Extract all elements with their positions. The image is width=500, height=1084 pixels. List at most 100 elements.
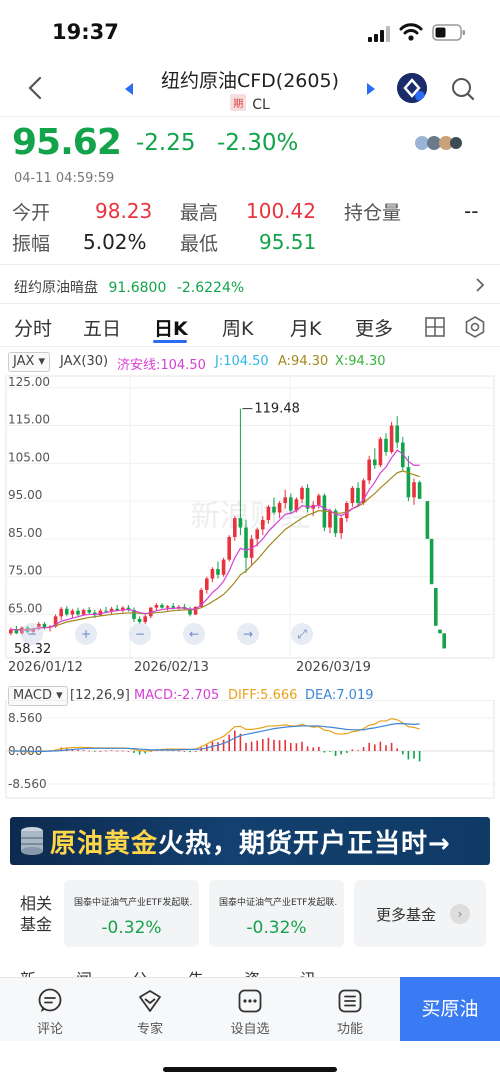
max-annotation: 119.48 (254, 402, 300, 417)
candle-body (31, 628, 35, 632)
macd-bar (267, 737, 270, 751)
macd-y-tick-label: -8.560 (8, 777, 47, 791)
macd-bar (189, 751, 191, 753)
macd-bar (413, 751, 415, 759)
more-funds-button[interactable]: 更多基金 › (354, 880, 486, 947)
candle-body (53, 616, 58, 627)
price-change-pct: -2.30% (217, 130, 299, 156)
candle-body (121, 607, 125, 611)
candle-body (109, 608, 114, 612)
candle-body (442, 633, 446, 649)
macd-bar (368, 742, 370, 751)
candle-body (317, 495, 321, 505)
tab-more[interactable]: 更多 (355, 318, 394, 340)
cellular-signal-icon (368, 26, 390, 42)
open-value: 98.23 (95, 199, 153, 223)
macd-bar (38, 750, 40, 752)
candle-body (177, 606, 181, 608)
low-label: 最低 (180, 233, 219, 255)
dea-line (10, 723, 420, 752)
search-icon[interactable] (450, 76, 476, 102)
candle-body (137, 618, 142, 622)
candle-body (227, 537, 231, 560)
tab-daily-k[interactable]: 日K (154, 318, 188, 340)
candle-body (425, 501, 430, 539)
candle-body (367, 459, 371, 481)
last-price: 95.62 (12, 122, 122, 163)
candle-body (361, 480, 366, 503)
chevron-right-icon[interactable] (472, 276, 488, 294)
macd-bar (334, 751, 337, 757)
macd-bar (323, 751, 326, 753)
macd-bar (138, 751, 141, 755)
y-tick-label: 105.00 (8, 450, 50, 464)
candle-body (266, 506, 271, 520)
candle-body (438, 629, 442, 634)
y-tick-label: 95.00 (8, 488, 42, 502)
macd-bar (94, 751, 96, 752)
candle-body (244, 527, 248, 558)
x-tick-label: 2026/01/12 (8, 660, 83, 675)
dark-pool-pct: -2.6224% (176, 280, 245, 296)
sub-indicator-select[interactable]: MACD ▾ (8, 686, 68, 706)
candle-body (87, 609, 91, 613)
back-icon[interactable] (22, 74, 50, 102)
promo-banner[interactable]: 原油黄金火热，期货开户正当时→ (10, 817, 490, 865)
candle-body (255, 529, 259, 539)
candle-body (289, 497, 293, 511)
function-button[interactable]: 功能 (310, 978, 390, 1042)
main-indicator-select[interactable]: JAX ▾ (8, 352, 51, 372)
fund-change: -0.32% (101, 918, 162, 938)
tab-five-day[interactable]: 五日 (83, 318, 122, 340)
nav-divider (0, 116, 500, 117)
candle-body (76, 610, 80, 615)
candle-body (356, 487, 360, 503)
y-tick-label: 65.00 (8, 601, 42, 615)
y-tick-label: 115.00 (8, 413, 50, 427)
candle-body (384, 438, 388, 452)
diff-line (10, 717, 420, 753)
community-avatars-icon[interactable] (412, 134, 462, 152)
more-funds-label: 更多基金 (376, 906, 437, 924)
macd-bar (110, 750, 113, 752)
comment-button[interactable]: 评论 (10, 978, 90, 1042)
fund-card[interactable]: 国泰中证油气产业ETF发起联... -0.32% (209, 880, 344, 947)
futures-tag: 期 (230, 94, 247, 111)
fund-card[interactable]: 国泰中证油气产业ETF发起联... -0.32% (64, 880, 199, 947)
dark-pool-row[interactable]: 纽约原油暗盘 91.6800 -2.6224% (14, 277, 244, 297)
buy-crude-button[interactable]: 买原油 (400, 977, 500, 1041)
battery-icon (432, 24, 465, 41)
amplitude-label: 振幅 (12, 233, 51, 255)
candle-body (70, 610, 75, 615)
tab-weekly-k[interactable]: 周K (222, 318, 254, 340)
add-watchlist-button[interactable]: 设自选 (210, 978, 290, 1042)
expert-button[interactable]: 专家 (110, 978, 190, 1042)
ai-assistant-icon[interactable] (397, 73, 427, 103)
candle-body (261, 520, 265, 530)
tab-intraday[interactable]: 分时 (14, 318, 53, 340)
candle-body (59, 608, 63, 617)
open-interest-value: -- (464, 199, 479, 223)
promo-banner-text: 原油黄金火热，期货开户正当时→ (50, 829, 451, 859)
tab-monthly-k[interactable]: 月K (290, 318, 322, 340)
active-tab-indicator (153, 340, 187, 343)
dea-value: DEA:7.019 (305, 688, 374, 703)
scroll-right-icon-glyph: → (243, 627, 253, 641)
candle-body (300, 487, 304, 500)
candle-body (160, 605, 164, 608)
high-label: 最高 (180, 202, 219, 224)
settings-icon[interactable] (463, 315, 487, 339)
page-title: 纽约原油CFD(2605) (160, 70, 339, 92)
status-time: 19:37 (52, 20, 119, 44)
layout-grid-icon[interactable] (424, 316, 446, 338)
y-tick-label: 75.00 (8, 564, 42, 578)
zoom-in-icon (75, 623, 97, 645)
open-label: 今开 (12, 202, 51, 224)
macd-bar (172, 750, 174, 752)
prev-contract-icon[interactable] (122, 82, 136, 96)
candle-body (14, 629, 19, 634)
candle-body (373, 459, 377, 466)
candlestick-chart[interactable]: 125.00115.00105.0095.0085.0075.0065.00新浪… (0, 372, 500, 682)
next-contract-icon[interactable] (364, 82, 378, 96)
